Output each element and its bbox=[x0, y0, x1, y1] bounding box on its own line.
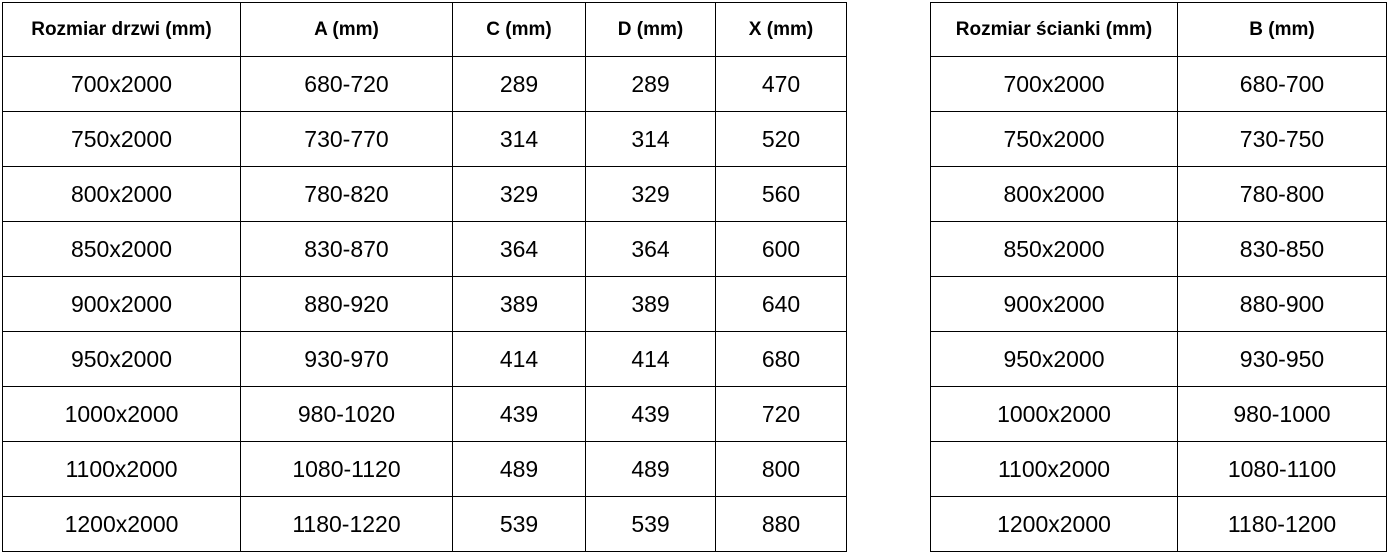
column-header-d: D (mm) bbox=[585, 2, 716, 57]
table-row: 700x2000 680-720 289 289 470 bbox=[2, 56, 847, 112]
table-cell: 389 bbox=[585, 276, 716, 332]
table-cell: 1000x2000 bbox=[930, 386, 1178, 442]
table-cell: 640 bbox=[715, 276, 847, 332]
table-cell: 930-970 bbox=[240, 331, 453, 387]
table-cell: 439 bbox=[452, 386, 586, 442]
table-cell: 720 bbox=[715, 386, 847, 442]
table-cell: 1080-1100 bbox=[1177, 441, 1387, 497]
table-cell: 750x2000 bbox=[930, 111, 1178, 167]
table-cell: 489 bbox=[585, 441, 716, 497]
table-cell: 600 bbox=[715, 221, 847, 277]
table-cell: 470 bbox=[715, 56, 847, 112]
table-row: 1100x2000 1080-1100 bbox=[930, 441, 1387, 497]
table-cell: 560 bbox=[715, 166, 847, 222]
table-cell: 930-950 bbox=[1177, 331, 1387, 387]
table-cell: 830-850 bbox=[1177, 221, 1387, 277]
column-header-b: B (mm) bbox=[1177, 2, 1387, 57]
table-cell: 880 bbox=[715, 496, 847, 552]
table-cell: 1100x2000 bbox=[930, 441, 1178, 497]
table-cell: 329 bbox=[585, 166, 716, 222]
table-cell: 900x2000 bbox=[2, 276, 241, 332]
table-row: 750x2000 730-750 bbox=[930, 111, 1387, 167]
table-row: 850x2000 830-870 364 364 600 bbox=[2, 221, 847, 277]
table-cell: 364 bbox=[452, 221, 586, 277]
table-cell: 289 bbox=[585, 56, 716, 112]
table-cell: 700x2000 bbox=[2, 56, 241, 112]
table-row: 800x2000 780-800 bbox=[930, 166, 1387, 222]
table-cell: 520 bbox=[715, 111, 847, 167]
table-cell: 700x2000 bbox=[930, 56, 1178, 112]
table-cell: 389 bbox=[452, 276, 586, 332]
table-cell: 1200x2000 bbox=[2, 496, 241, 552]
table-cell: 1180-1220 bbox=[240, 496, 453, 552]
table-cell: 289 bbox=[452, 56, 586, 112]
table-cell: 439 bbox=[585, 386, 716, 442]
table-cell: 414 bbox=[585, 331, 716, 387]
table-cell: 950x2000 bbox=[930, 331, 1178, 387]
column-header-a: A (mm) bbox=[240, 2, 453, 57]
table-row: 850x2000 830-850 bbox=[930, 221, 1387, 277]
table-cell: 850x2000 bbox=[930, 221, 1178, 277]
table-row: 900x2000 880-920 389 389 640 bbox=[2, 276, 847, 332]
table-cell: 1200x2000 bbox=[930, 496, 1178, 552]
table-cell: 850x2000 bbox=[2, 221, 241, 277]
table-cell: 800x2000 bbox=[2, 166, 241, 222]
wall-size-table: Rozmiar ścianki (mm) B (mm) 700x2000 680-… bbox=[930, 2, 1387, 552]
table-row: 1100x2000 1080-1120 489 489 800 bbox=[2, 441, 847, 497]
column-header-c: C (mm) bbox=[452, 2, 586, 57]
table-cell: 800x2000 bbox=[930, 166, 1178, 222]
table-row: 950x2000 930-950 bbox=[930, 331, 1387, 387]
table-row: 1200x2000 1180-1200 bbox=[930, 496, 1387, 552]
table-cell: 680-720 bbox=[240, 56, 453, 112]
table-cell: 900x2000 bbox=[930, 276, 1178, 332]
table-cell: 980-1020 bbox=[240, 386, 453, 442]
table-row: 1000x2000 980-1020 439 439 720 bbox=[2, 386, 847, 442]
table-row: 900x2000 880-900 bbox=[930, 276, 1387, 332]
table-cell: 730-770 bbox=[240, 111, 453, 167]
table-cell: 780-800 bbox=[1177, 166, 1387, 222]
table-row: 950x2000 930-970 414 414 680 bbox=[2, 331, 847, 387]
table-cell: 880-900 bbox=[1177, 276, 1387, 332]
table-cell: 1100x2000 bbox=[2, 441, 241, 497]
table-cell: 539 bbox=[585, 496, 716, 552]
table-cell: 950x2000 bbox=[2, 331, 241, 387]
table-cell: 980-1000 bbox=[1177, 386, 1387, 442]
door-size-table: Rozmiar drzwi (mm) A (mm) C (mm) D (mm) … bbox=[2, 2, 847, 552]
table-cell: 730-750 bbox=[1177, 111, 1387, 167]
table-row: 700x2000 680-700 bbox=[930, 56, 1387, 112]
table-cell: 880-920 bbox=[240, 276, 453, 332]
table-cell: 830-870 bbox=[240, 221, 453, 277]
table-cell: 680-700 bbox=[1177, 56, 1387, 112]
table-row: 1200x2000 1180-1220 539 539 880 bbox=[2, 496, 847, 552]
column-header-x: X (mm) bbox=[715, 2, 847, 57]
table-cell: 364 bbox=[585, 221, 716, 277]
column-header-door-size: Rozmiar drzwi (mm) bbox=[2, 2, 241, 57]
table-cell: 314 bbox=[452, 111, 586, 167]
table-header-row: Rozmiar drzwi (mm) A (mm) C (mm) D (mm) … bbox=[2, 2, 847, 57]
table-row: 1000x2000 980-1000 bbox=[930, 386, 1387, 442]
table-cell: 1000x2000 bbox=[2, 386, 241, 442]
table-cell: 800 bbox=[715, 441, 847, 497]
table-header-row: Rozmiar ścianki (mm) B (mm) bbox=[930, 2, 1387, 57]
table-cell: 329 bbox=[452, 166, 586, 222]
table-cell: 414 bbox=[452, 331, 586, 387]
column-header-wall-size: Rozmiar ścianki (mm) bbox=[930, 2, 1178, 57]
table-row: 750x2000 730-770 314 314 520 bbox=[2, 111, 847, 167]
table-cell: 1080-1120 bbox=[240, 441, 453, 497]
table-cell: 539 bbox=[452, 496, 586, 552]
table-cell: 780-820 bbox=[240, 166, 453, 222]
table-cell: 750x2000 bbox=[2, 111, 241, 167]
table-cell: 680 bbox=[715, 331, 847, 387]
table-cell: 489 bbox=[452, 441, 586, 497]
table-row: 800x2000 780-820 329 329 560 bbox=[2, 166, 847, 222]
table-cell: 1180-1200 bbox=[1177, 496, 1387, 552]
table-cell: 314 bbox=[585, 111, 716, 167]
